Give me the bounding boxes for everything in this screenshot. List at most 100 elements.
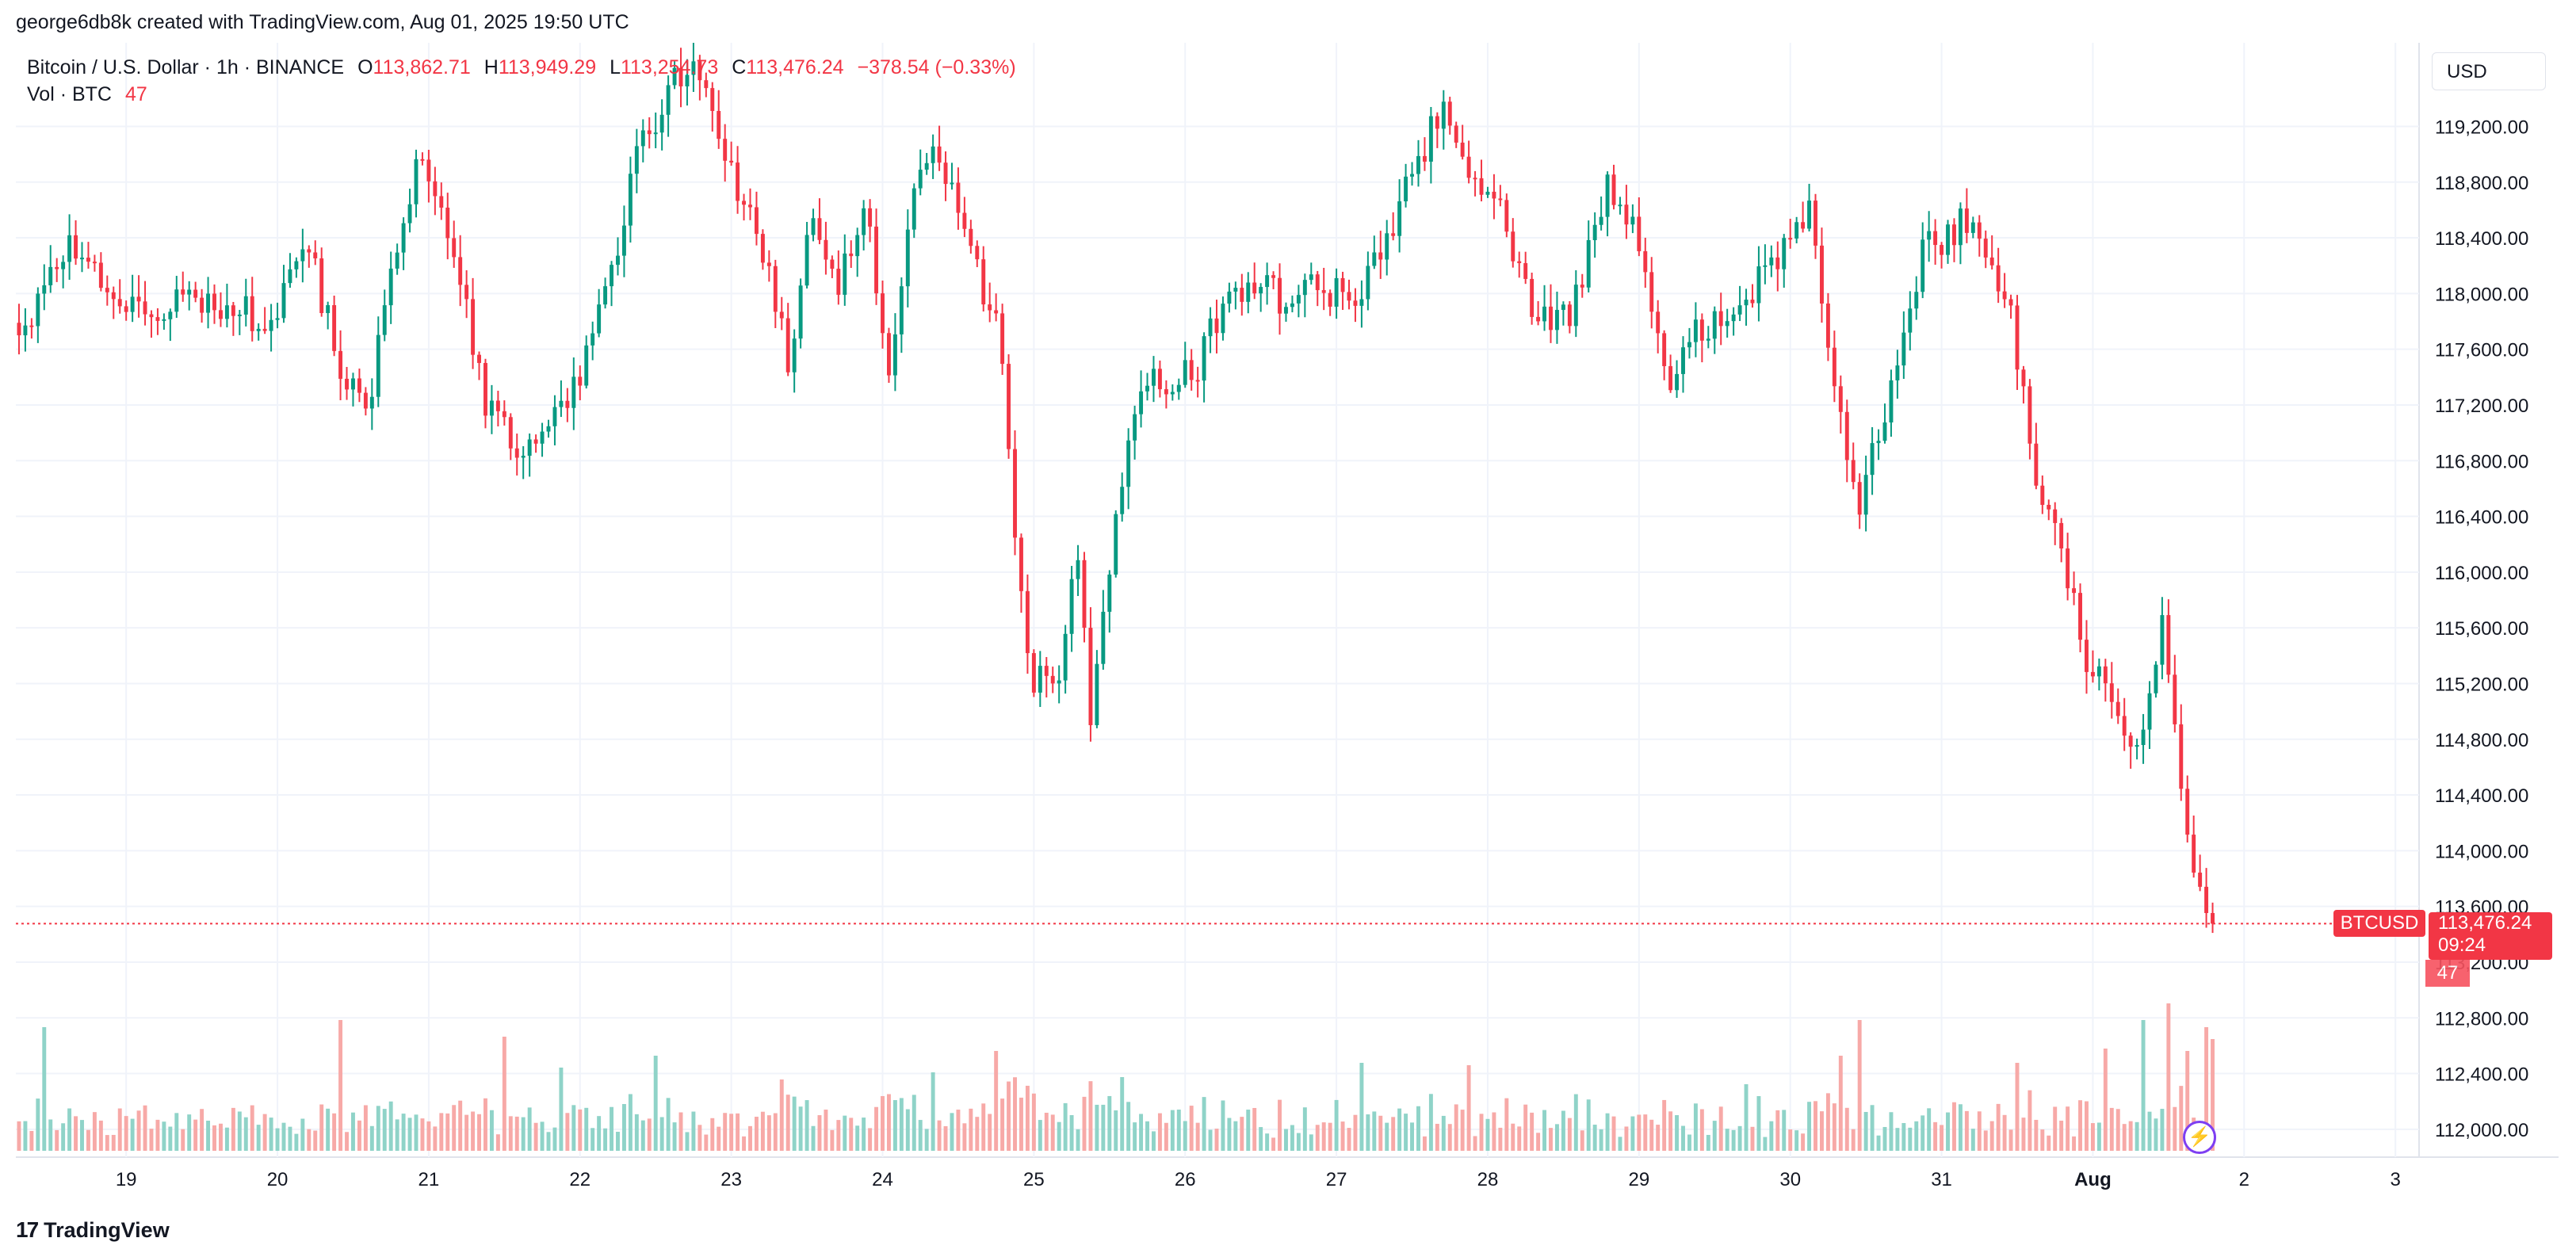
candle-body xyxy=(74,235,78,259)
candle-body xyxy=(1832,347,1836,387)
price-axis[interactable]: 112,000.00112,400.00112,800.00113,200.00… xyxy=(2435,117,2528,1140)
chart-area[interactable]: 112,000.00 112,400.00 112,800.00 113,200.00… xyxy=(16,43,2559,1200)
candle-body xyxy=(1353,300,1358,306)
volume-bar xyxy=(508,1116,513,1151)
volume-bar xyxy=(1334,1099,1339,1151)
candle-body xyxy=(483,362,487,416)
volume-bar xyxy=(1530,1112,1535,1151)
candle-body xyxy=(1933,231,1938,246)
candle-body xyxy=(830,259,835,269)
currency-button[interactable]: USD xyxy=(2432,52,2546,90)
candle-body xyxy=(1573,285,1578,327)
candle-body xyxy=(445,207,450,239)
candle-body xyxy=(1599,216,1603,225)
candle-body xyxy=(1183,360,1187,385)
candle-body xyxy=(1404,176,1408,202)
volume-bar xyxy=(1007,1081,1011,1151)
volume-bar xyxy=(931,1072,935,1151)
volume-bar xyxy=(250,1105,254,1151)
volume-bar xyxy=(262,1114,267,1151)
candle-body xyxy=(1693,319,1698,342)
volume-bar xyxy=(723,1113,728,1151)
candle-body xyxy=(2066,548,2070,589)
volume-bar xyxy=(281,1122,286,1151)
y-tick-label: 116,800.00 xyxy=(2435,451,2528,472)
volume-bar xyxy=(886,1094,891,1151)
volume-bar xyxy=(1227,1118,1232,1151)
candle-body xyxy=(1970,222,1975,233)
volume-bar xyxy=(23,1121,28,1151)
symbol-title[interactable]: Bitcoin / U.S. Dollar · 1h · BINANCE xyxy=(27,56,345,78)
volume-bar xyxy=(1586,1099,1591,1151)
candle-body xyxy=(1731,314,1736,322)
volume-bar xyxy=(74,1116,78,1151)
volume-bar xyxy=(1908,1127,1913,1151)
volume-bar xyxy=(1699,1109,1704,1151)
candle-body xyxy=(1120,487,1125,514)
candle-body xyxy=(698,61,702,81)
volume-bar xyxy=(1057,1121,1061,1151)
x-tick-label: 19 xyxy=(116,1169,137,1190)
candle-body xyxy=(1712,311,1717,339)
time-axis[interactable]: 19 20 21 22 23 24 25 26 27 28 29 30 31 Aug 2 3 xyxy=(116,1169,2401,1190)
volume-bar xyxy=(1271,1137,1276,1151)
candle-body xyxy=(881,293,885,334)
candle-body xyxy=(1656,311,1661,334)
volume-bar xyxy=(48,1119,53,1151)
x-tick-label: 31 xyxy=(1931,1169,1952,1190)
volume-bar xyxy=(319,1104,324,1151)
candle-body xyxy=(275,318,280,320)
volume-bar xyxy=(29,1130,34,1151)
candle-body xyxy=(155,317,160,321)
lightning-icon[interactable]: ⚡ xyxy=(2183,1121,2216,1154)
volume-bar xyxy=(905,1109,910,1151)
volume-bar xyxy=(1195,1122,1200,1151)
volume-bar xyxy=(988,1114,992,1151)
volume-bar xyxy=(1996,1103,2001,1151)
candle-body xyxy=(237,314,242,316)
volume-bar xyxy=(1643,1114,1648,1151)
volume-bar xyxy=(1933,1121,1938,1151)
candle-body xyxy=(1435,116,1439,129)
volume-bar xyxy=(1385,1122,1389,1151)
volume-bar xyxy=(1114,1110,1118,1151)
volume-bar xyxy=(1259,1127,1263,1151)
volume-bar xyxy=(1466,1065,1471,1151)
volume-bar xyxy=(1378,1115,1383,1151)
candle-body xyxy=(2047,504,2051,510)
candle-body xyxy=(1624,204,1629,225)
candle-body xyxy=(1750,300,1755,304)
candle-body xyxy=(1334,277,1339,307)
candle-body xyxy=(92,262,97,264)
candle-body xyxy=(1410,174,1415,177)
volume-bar xyxy=(1164,1122,1168,1151)
volume-bar xyxy=(2072,1136,2077,1151)
volume-bar xyxy=(2103,1049,2108,1151)
candle-body xyxy=(798,285,803,339)
volume-bar xyxy=(540,1121,545,1151)
bar-countdown: 09:24 xyxy=(2438,934,2486,957)
volume-bar xyxy=(1428,1094,1433,1151)
candle-body xyxy=(433,181,438,197)
volume-bar xyxy=(1498,1127,1503,1151)
candle-body xyxy=(206,293,211,313)
candle-body xyxy=(766,262,771,266)
volume-title[interactable]: Vol · BTC xyxy=(27,83,112,105)
volume-bar xyxy=(67,1108,72,1151)
volume-bar xyxy=(1561,1110,1565,1151)
tradingview-logo[interactable]: 17 TradingView xyxy=(16,1217,170,1243)
volume-bar xyxy=(1656,1125,1661,1151)
candle-body xyxy=(1284,307,1288,314)
y-tick-label: 115,600.00 xyxy=(2435,618,2528,640)
candle-body xyxy=(1252,282,1257,294)
volume-bar xyxy=(2122,1124,2127,1151)
candle-body xyxy=(218,310,223,319)
volume-bar xyxy=(1347,1128,1351,1151)
candle-body xyxy=(1908,308,1913,333)
candle-body xyxy=(98,262,103,288)
price-chart-svg[interactable]: 112,000.00112,400.00112,800.00113,200.00… xyxy=(16,43,2559,1200)
candle-body xyxy=(552,407,557,426)
candle-body xyxy=(1592,224,1597,240)
volume-bar xyxy=(647,1118,652,1151)
high-value: 113,949.29 xyxy=(498,56,597,78)
